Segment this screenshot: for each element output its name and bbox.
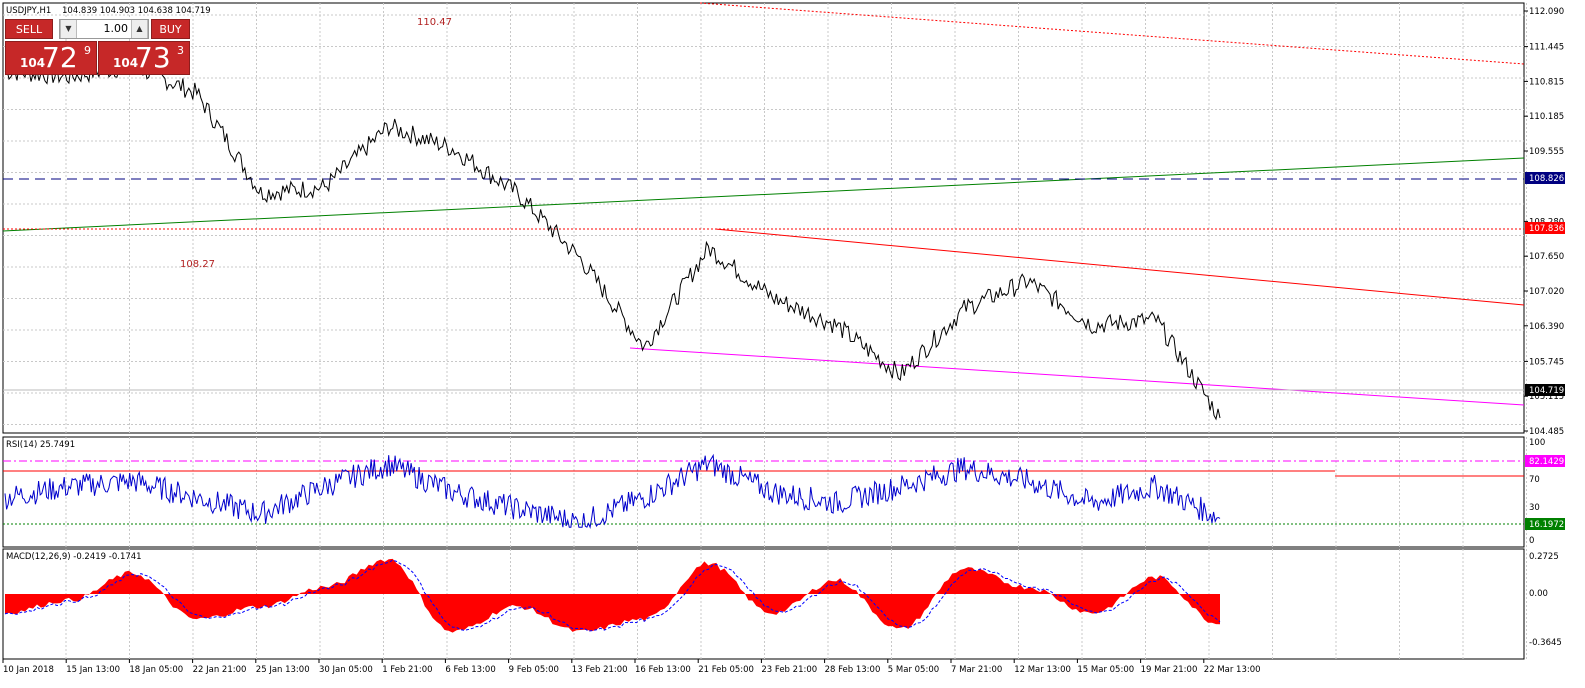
time-tick-label: 28 Feb 13:00 [825, 665, 881, 675]
time-tick-label: 22 Mar 13:00 [1204, 665, 1261, 675]
rsi-tick-100: 100 [1529, 438, 1545, 448]
price-tick-label: 111.445 [1529, 43, 1564, 53]
time-tick-label: 18 Jan 05:00 [129, 665, 183, 675]
marker-res-line: 107.836 [1529, 224, 1564, 234]
time-axis: 10 Jan 2018 15 Jan 13:00 18 Jan 05:00 22 Ja… [2, 659, 1261, 675]
sell-price-big: 72 [42, 41, 78, 74]
macd-histogram[interactable] [5, 558, 1220, 633]
marker-h-line: 108.826 [1529, 174, 1564, 184]
rsi-pane[interactable] [2, 436, 1525, 548]
time-tick-label: 30 Jan 05:00 [319, 665, 373, 675]
rsi-lower-marker: 16.1972 [1529, 520, 1564, 530]
time-tick-label: 6 Feb 13:00 [445, 665, 495, 675]
buy-price-big: 73 [135, 41, 171, 74]
marker-last-bg [1525, 384, 1565, 396]
sell-button[interactable]: SELL [5, 19, 53, 39]
lot-size-field[interactable]: ▼ 1.00 ▲ [59, 19, 149, 39]
price-tick-label: 107.650 [1529, 252, 1564, 262]
chart-grid [3, 3, 1527, 659]
time-tick-label: 12 Mar 13:00 [1014, 665, 1071, 675]
price-tick-label: 110.815 [1529, 77, 1564, 87]
annotation-high: 110.47 [417, 17, 452, 28]
time-tick-label: 21 Feb 05:00 [698, 665, 754, 675]
buy-price-small: 104 [113, 56, 139, 70]
time-tick-label: 9 Feb 05:00 [509, 665, 559, 675]
upper-channel-line[interactable] [699, 2, 1525, 65]
annotation-mid: 108.27 [180, 259, 215, 270]
buy-button[interactable]: BUY [151, 19, 190, 39]
ohlc-label: 104.839 104.903 104.638 104.719 [62, 6, 211, 16]
price-tick-label: 109.555 [1529, 147, 1564, 157]
one-click-trading-panel: SELL ▼ 1.00 ▲ BUY 104 72 9 104 73 3 [5, 19, 190, 75]
price-tick-label: 104.485 [1529, 427, 1564, 437]
time-tick-label: 15 Jan 13:00 [66, 665, 120, 675]
lot-increase-arrow-icon[interactable]: ▲ [131, 20, 148, 38]
magenta-support-line[interactable] [629, 347, 1525, 406]
time-tick-label: 22 Jan 21:00 [193, 665, 247, 675]
price-tick-label: 105.745 [1529, 357, 1564, 367]
time-tick-label: 15 Mar 05:00 [1077, 665, 1134, 675]
time-tick-label: 10 Jan 2018 [3, 665, 54, 675]
buy-price-box[interactable]: 104 73 3 [98, 41, 190, 75]
macd-tick-top: 0.2725 [1529, 552, 1559, 562]
main-chart-pane[interactable] [2, 2, 1525, 434]
macd-tick-bottom: -0.3645 [1529, 638, 1562, 648]
rsi-label: RSI(14) 25.7491 [6, 440, 75, 450]
rsi-upper-marker: 82.1429 [1529, 457, 1564, 467]
time-tick-label: 5 Mar 05:00 [888, 665, 939, 675]
sell-price-pip: 9 [84, 44, 91, 57]
macd-label: MACD(12,26,9) -0.2419 -0.1741 [6, 552, 142, 562]
green-trendline[interactable] [2, 157, 1525, 232]
rsi-upper-marker-bg [1525, 455, 1565, 467]
rsi-lower-marker-bg [1525, 518, 1565, 530]
time-tick-label: 25 Jan 13:00 [256, 665, 310, 675]
lot-decrease-arrow-icon[interactable]: ▼ [60, 20, 77, 38]
marker-last-price: 104.719 [1529, 386, 1564, 396]
price-tick-label: 110.185 [1529, 112, 1564, 122]
sell-price-small: 104 [20, 56, 46, 70]
time-tick-label: 7 Mar 21:00 [951, 665, 1002, 675]
price-tick-label: 107.020 [1529, 287, 1564, 297]
lot-size-value[interactable]: 1.00 [103, 22, 129, 35]
macd-tick-zero: 0.00 [1529, 589, 1548, 599]
price-tick-label: 105.115 [1529, 392, 1564, 402]
symbol-label: USDJPY,H1 [6, 6, 51, 16]
time-tick-label: 23 Feb 21:00 [761, 665, 817, 675]
rsi-line[interactable] [4, 453, 1221, 529]
price-tick-label: 112.090 [1529, 7, 1564, 17]
price-series-line[interactable] [4, 58, 1221, 421]
rsi-tick-0: 0 [1529, 536, 1534, 546]
descending-red-trendline[interactable] [714, 228, 1525, 306]
time-tick-label: 16 Feb 13:00 [635, 665, 691, 675]
marker-res-line-bg [1525, 222, 1565, 234]
rsi-tick-30: 30 [1529, 503, 1540, 513]
time-tick-label: 1 Feb 21:00 [382, 665, 432, 675]
sell-price-box[interactable]: 104 72 9 [5, 41, 97, 75]
price-tick-label: 106.390 [1529, 322, 1564, 332]
rsi-tick-70: 70 [1529, 475, 1540, 485]
time-tick-label: 19 Mar 21:00 [1141, 665, 1198, 675]
time-tick-label: 13 Feb 21:00 [572, 665, 628, 675]
buy-price-pip: 3 [177, 44, 184, 57]
marker-h-line-bg [1525, 172, 1565, 184]
